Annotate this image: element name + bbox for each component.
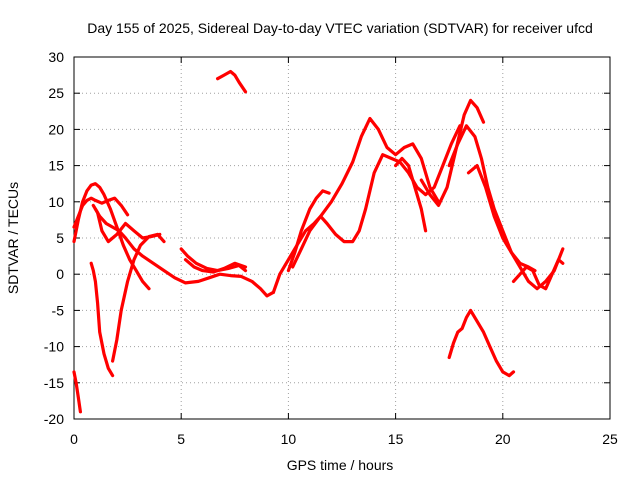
- series-arc-10: [72, 370, 83, 414]
- x-tick-label: 0: [70, 431, 78, 447]
- x-tick-label: 15: [388, 431, 404, 447]
- series-arc-12: [286, 189, 331, 273]
- data-series: [72, 69, 565, 414]
- y-tick-label: 30: [48, 49, 64, 65]
- series-arc-6: [110, 232, 166, 363]
- x-tick-label: 25: [602, 431, 618, 447]
- series-arc-11: [271, 124, 462, 294]
- series-arc-13: [291, 116, 441, 269]
- y-tick-label: 0: [56, 266, 64, 282]
- series-arc-16: [447, 124, 537, 273]
- x-tick-labels: 0 5 10 15 20 25: [70, 431, 618, 447]
- y-tick-label: 20: [48, 121, 64, 137]
- y-tick-label: -5: [52, 302, 65, 318]
- series-arc-19: [447, 308, 516, 378]
- axis-ticks: [73, 56, 611, 420]
- y-tick-label: -10: [44, 339, 64, 355]
- y-tick-label: 25: [48, 85, 64, 101]
- y-axis-label: SDTVAR / TECUs: [5, 182, 21, 294]
- x-tick-label: 20: [495, 431, 511, 447]
- y-tick-label: 15: [48, 158, 64, 174]
- series-arc-17: [466, 164, 565, 291]
- x-tick-label: 5: [177, 431, 185, 447]
- series-arc-4: [89, 261, 115, 378]
- series-arc-9: [216, 69, 248, 94]
- series-arc-5: [93, 207, 275, 298]
- series-arc-1: [72, 182, 151, 291]
- x-tick-label: 10: [281, 431, 297, 447]
- series-arc-7: [179, 247, 248, 273]
- x-axis-label: GPS time / hours: [287, 457, 394, 473]
- y-tick-label: 10: [48, 194, 64, 210]
- chart-title: Day 155 of 2025, Sidereal Day-to-day VTE…: [87, 20, 593, 36]
- series-arc-14: [394, 156, 428, 233]
- y-tick-label: 5: [56, 230, 64, 246]
- y-tick-labels: -20 -15 -10 -5 0 5 10 15 20 25 30: [44, 49, 64, 427]
- series-arc-2: [72, 196, 130, 229]
- series-arc-18: [511, 258, 565, 291]
- y-tick-label: -15: [44, 375, 64, 391]
- series-arc-8: [183, 258, 248, 274]
- y-tick-label: -20: [44, 411, 64, 427]
